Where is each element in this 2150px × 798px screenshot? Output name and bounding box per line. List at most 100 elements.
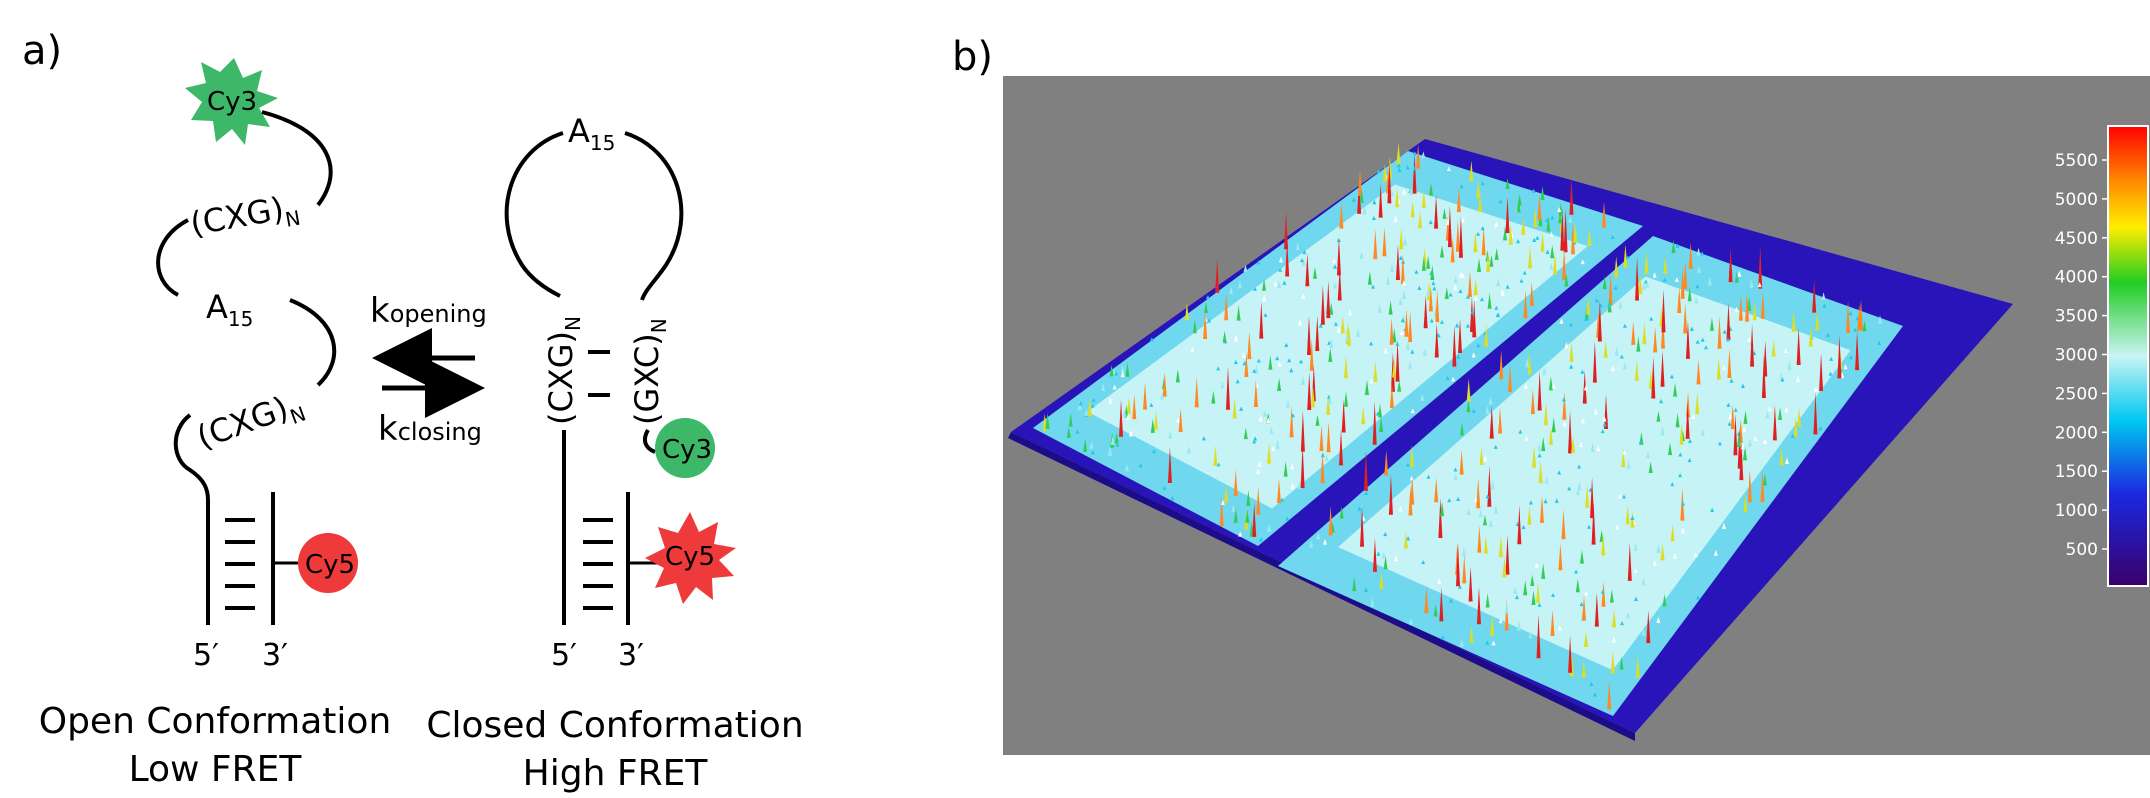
surface-spike: [1256, 260, 1261, 265]
surface-spike: [1471, 352, 1476, 358]
surface-spike: [1289, 405, 1294, 438]
surface-spike: [1420, 393, 1425, 402]
surface-spike: [1370, 597, 1375, 607]
surface-spike: [1675, 243, 1680, 248]
surface-spike: [1486, 252, 1491, 273]
open-caption-line1: Open Conformation: [38, 701, 392, 742]
surface-spike: [1440, 245, 1445, 258]
surface-spike: [1737, 270, 1742, 277]
surface-spike: [1215, 258, 1220, 293]
surface-spike: [1733, 407, 1738, 412]
surface-spike: [1333, 321, 1338, 326]
surface-spike: [1563, 209, 1568, 253]
surface-spike: [1150, 418, 1155, 433]
surface-spike: [1660, 425, 1665, 436]
surface-spike: [1170, 495, 1175, 501]
surface-spike: [1042, 413, 1047, 432]
surface-spike: [1476, 343, 1481, 348]
surface-spike: [1645, 450, 1650, 459]
surface-spike: [1499, 349, 1504, 380]
surface-spike: [1115, 442, 1120, 447]
surface-spike: [1401, 280, 1406, 286]
surface-spike: [1779, 446, 1784, 466]
surface-spike: [1619, 354, 1624, 359]
surface-spike: [1444, 287, 1449, 299]
surface-spike: [1670, 524, 1675, 542]
surface-spike: [1233, 360, 1238, 365]
surface-spike: [1400, 254, 1405, 285]
surface-spike: [1473, 295, 1478, 301]
surface-spike: [1600, 429, 1605, 434]
surface-spike: [1119, 399, 1124, 437]
surface-spike: [1409, 475, 1414, 481]
surface-spike: [1762, 438, 1767, 444]
surface-spike: [1621, 448, 1626, 468]
surface-spike: [1273, 280, 1278, 287]
surface-spike: [1790, 433, 1795, 438]
surface-spike: [1149, 337, 1154, 342]
surface-spike: [1418, 211, 1423, 229]
surface-spike: [1487, 292, 1492, 309]
surface-spike: [1435, 289, 1440, 323]
surface-spike: [1678, 452, 1683, 457]
surface-spike: [1648, 370, 1653, 389]
surface-spike: [1796, 327, 1801, 365]
surface-spike: [1421, 256, 1426, 271]
surface-spike: [1297, 319, 1302, 326]
surface-spike: [1241, 351, 1246, 358]
cy3-open-burst-icon: [185, 58, 278, 145]
surface-spike: [1485, 640, 1490, 645]
surface-spike: [1700, 428, 1705, 436]
surface-spike: [1459, 184, 1464, 189]
surface-spike: [1752, 301, 1757, 321]
rate-arrows: kopening kclosing: [370, 291, 487, 449]
surface-spike: [1456, 496, 1461, 502]
surface-spike: [1369, 341, 1374, 346]
surface-spike: [1522, 270, 1527, 275]
surface-spike: [1388, 473, 1393, 515]
surface-spike: [1678, 473, 1683, 478]
surface-spike: [1339, 202, 1344, 229]
surface-spike: [1476, 478, 1481, 509]
surface-spike: [1276, 478, 1281, 504]
surface-spike: [1523, 290, 1528, 319]
surface-spike: [1516, 239, 1521, 244]
surface-spike: [1519, 278, 1524, 283]
k-closing-label: kclosing: [378, 409, 482, 449]
surface-spike: [1537, 443, 1542, 452]
surface-spike: [1528, 246, 1533, 269]
surface-spike: [1326, 421, 1331, 453]
surface-spike: [1226, 366, 1231, 410]
surface-spike: [1448, 292, 1453, 297]
surface-spike: [1376, 168, 1381, 174]
surface-spike: [1630, 515, 1635, 521]
surface-spike: [1696, 595, 1701, 600]
surface-spike: [1429, 318, 1434, 323]
surface-spike: [1438, 497, 1443, 539]
surface-spike: [1395, 187, 1400, 208]
surface-spike: [1476, 586, 1481, 625]
surface-spike: [1551, 417, 1556, 433]
surface-spike: [1549, 231, 1554, 237]
surface-spike: [1490, 614, 1495, 636]
surface-spike: [1663, 256, 1668, 274]
surface-spike: [1162, 485, 1167, 490]
surface-spike: [1680, 267, 1685, 299]
surface-spike: [1151, 448, 1156, 454]
surface-spike: [1638, 439, 1643, 444]
surface-spike: [1797, 407, 1802, 427]
surface-spike: [1437, 578, 1442, 584]
surface-spikes: [1042, 142, 1883, 710]
surface-spike: [1569, 341, 1574, 362]
surface-pad-core: [1338, 276, 1851, 671]
surface-spike: [1329, 338, 1334, 349]
surface-spike: [1627, 542, 1632, 581]
surface-spike: [1382, 227, 1387, 257]
surface-spike: [1390, 264, 1395, 273]
surface-spike: [1635, 256, 1640, 301]
surface-spike: [1541, 436, 1546, 451]
surface-spike: [1451, 376, 1456, 382]
surface-spike: [1568, 322, 1573, 327]
surface-spike: [1483, 455, 1488, 462]
surface-spike: [1523, 383, 1528, 389]
